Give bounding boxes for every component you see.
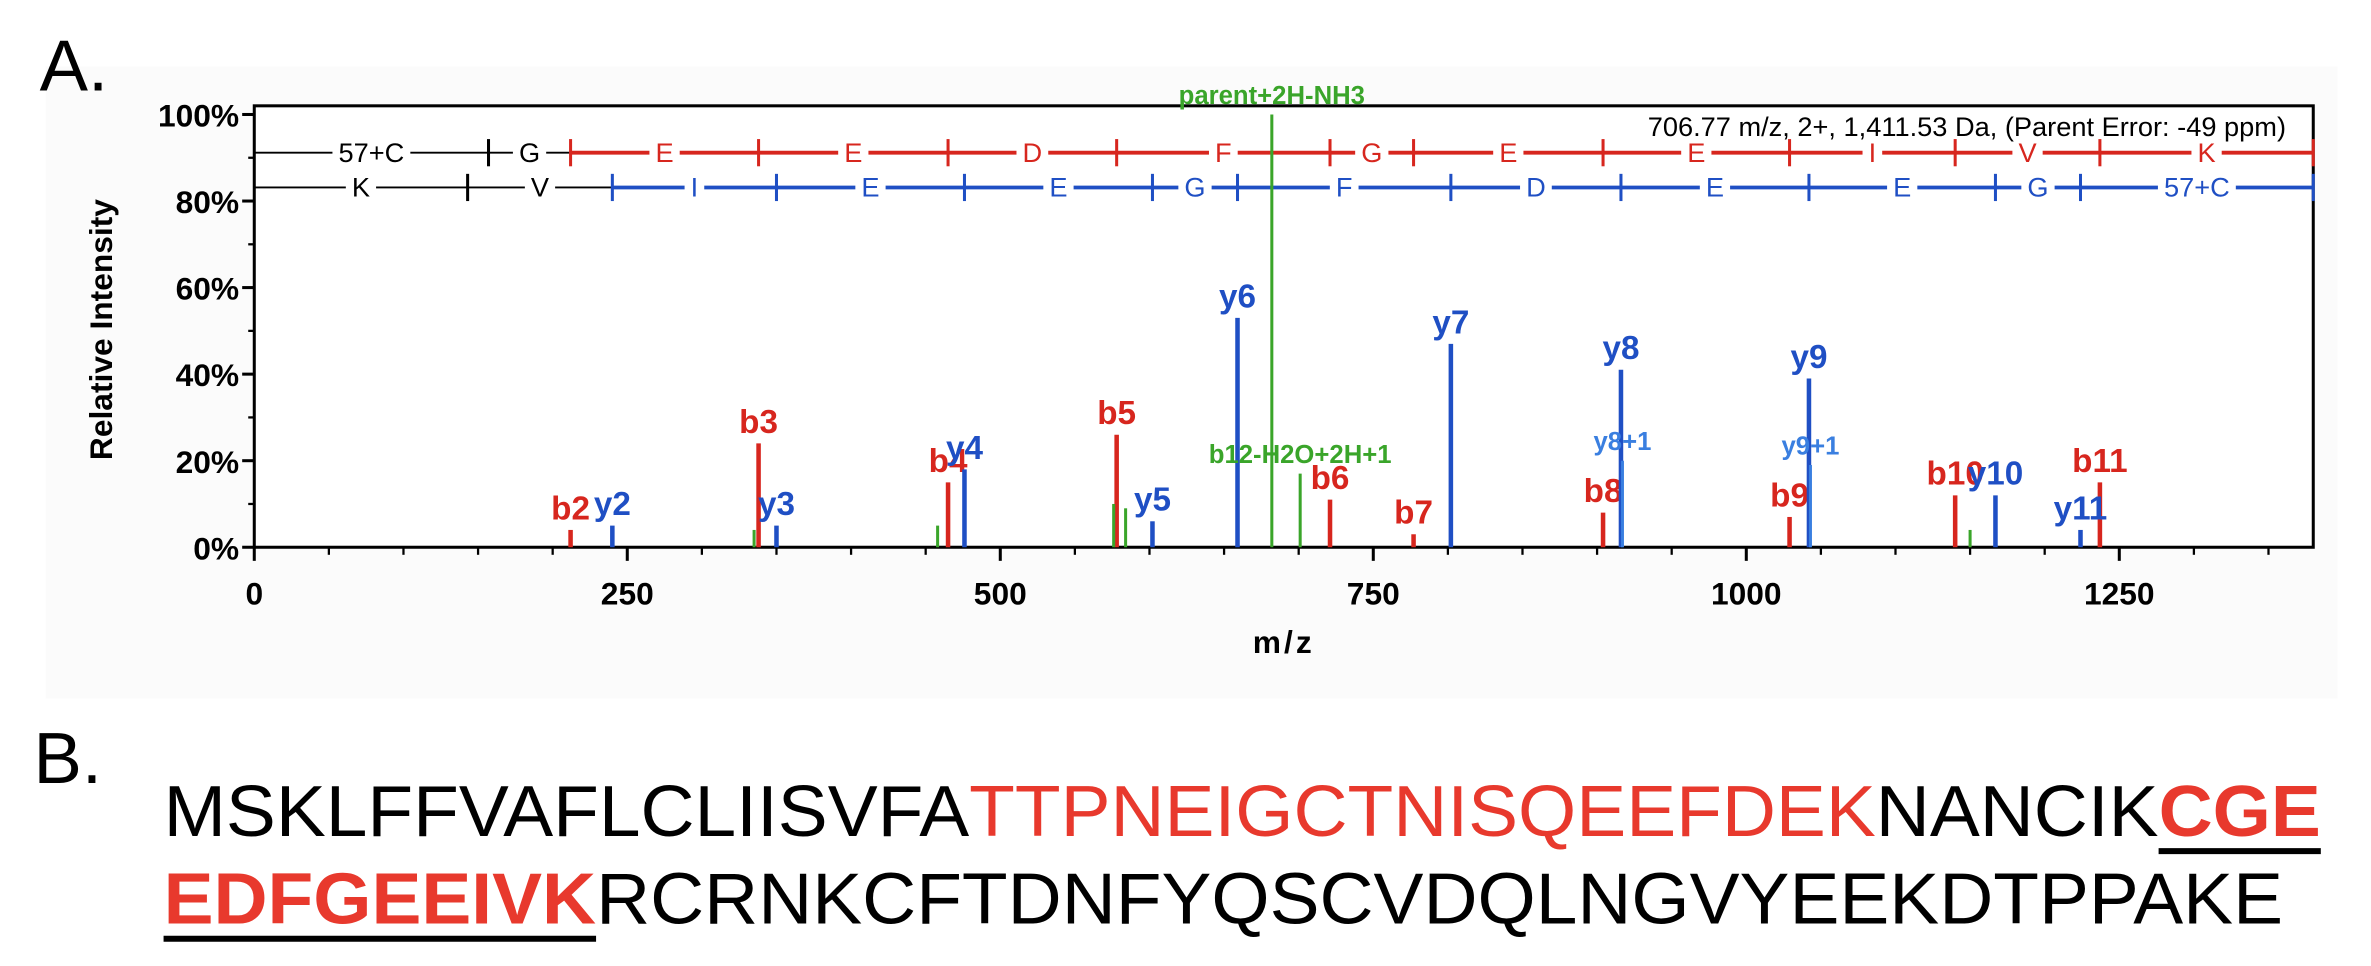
sequence-segment: MSKLFFVAFLCLIISVFA bbox=[164, 771, 970, 852]
ladder-residue: V bbox=[2018, 137, 2037, 168]
peak-label: b4 bbox=[929, 443, 968, 480]
ladder-residue: K bbox=[2197, 137, 2215, 168]
ladder-residue: E bbox=[1893, 172, 1911, 203]
ladder-residue: E bbox=[655, 137, 673, 168]
ladder-residue: V bbox=[531, 172, 550, 203]
plot-area bbox=[252, 104, 2315, 549]
sequence-segment: TTPNEIGCTNISQEEFDEK bbox=[969, 771, 1876, 852]
ladder-residue: 57+C bbox=[2164, 172, 2230, 203]
x-tick-label: 1000 bbox=[1711, 576, 1782, 612]
ladder-residue: E bbox=[844, 137, 862, 168]
y-tick-label: 0% bbox=[193, 530, 239, 566]
peak-label: b7 bbox=[1394, 495, 1433, 532]
ladder-residue: I bbox=[1869, 137, 1877, 168]
ladder-residue: G bbox=[519, 137, 540, 168]
sequence-segment: NANCIK bbox=[1876, 771, 2159, 852]
ladder-residue: 57+C bbox=[338, 137, 404, 168]
y-tick-label: 40% bbox=[176, 357, 240, 393]
ladder-residue: D bbox=[1526, 172, 1546, 203]
peak-label: y2 bbox=[594, 486, 631, 523]
peak-label: b11 bbox=[2072, 443, 2127, 480]
x-tick-label: 1250 bbox=[2084, 576, 2155, 612]
sequence-segment: CGE bbox=[2159, 771, 2321, 852]
peak-label: b9 bbox=[1770, 477, 1809, 514]
panel-label: B. bbox=[34, 718, 103, 799]
ladder-residue: K bbox=[352, 172, 370, 203]
y-tick-label: 20% bbox=[176, 444, 240, 480]
peak-label: y8+1 bbox=[1594, 428, 1652, 456]
ladder-residue: F bbox=[1336, 172, 1353, 203]
ladder-residue: G bbox=[1184, 172, 1205, 203]
peak-label: y9 bbox=[1790, 339, 1827, 376]
peak-label: y3 bbox=[758, 486, 795, 523]
peak-label: b2 bbox=[551, 490, 590, 527]
peak-label: y11 bbox=[2054, 490, 2108, 527]
peak-label: b10 bbox=[1927, 456, 1984, 493]
y-tick-label: 100% bbox=[158, 98, 239, 134]
ladder-residue: F bbox=[1215, 137, 1232, 168]
x-tick-label: 750 bbox=[1347, 576, 1400, 612]
y-tick-label: 60% bbox=[176, 271, 240, 307]
y-tick-label: 80% bbox=[176, 184, 240, 220]
panel-label: A. bbox=[40, 26, 109, 107]
peak-label: y9+1 bbox=[1782, 432, 1840, 460]
ladder-residue: G bbox=[2027, 172, 2048, 203]
spectrum-note: 706.77 m/z, 2+, 1,411.53 Da, (Parent Err… bbox=[1648, 111, 2286, 142]
ladder-residue: E bbox=[1049, 172, 1067, 203]
ladder-residue: E bbox=[1687, 137, 1705, 168]
peak-label: b5 bbox=[1097, 395, 1136, 432]
ladder-residue: G bbox=[1361, 137, 1382, 168]
ladder-residue: E bbox=[1706, 172, 1724, 203]
peak-label: b12-H2O+2H+1 bbox=[1209, 441, 1392, 469]
peak-label: b8 bbox=[1584, 473, 1623, 510]
x-axis-title: m/z bbox=[1253, 624, 1315, 660]
ladder-residue: E bbox=[1499, 137, 1517, 168]
peak-label: y8 bbox=[1602, 330, 1639, 367]
peak-label: y7 bbox=[1432, 304, 1469, 341]
peak-label: y4 bbox=[946, 430, 983, 467]
peak-label: b3 bbox=[739, 404, 778, 441]
peak-label: b6 bbox=[1311, 460, 1350, 497]
x-tick-label: 0 bbox=[245, 576, 263, 612]
sequence-line: MSKLFFVAFLCLIISVFA TTPNEIGCTNISQEEFDEK NAN… bbox=[164, 771, 2321, 852]
peak-label: y6 bbox=[1219, 278, 1256, 315]
x-tick-label: 500 bbox=[974, 576, 1027, 612]
ladder-residue: E bbox=[861, 172, 879, 203]
y-axis-title: Relative Intensity bbox=[83, 199, 119, 460]
sequence-line: EDFGEEIVK RCRNKCFTDNFYQSCVDQLNGVYEEKDTPPA… bbox=[164, 859, 2283, 940]
peak-label: y5 bbox=[1134, 482, 1171, 519]
peak-label: parent+2H-NH3 bbox=[1179, 82, 1365, 110]
ladder-residue: I bbox=[691, 172, 699, 203]
peak-label: y10 bbox=[1968, 456, 2023, 493]
ladder-residue: D bbox=[1023, 137, 1043, 168]
x-tick-label: 250 bbox=[601, 576, 654, 612]
sequence-segment: RCRNKCFTDNFYQSCVDQLNGVYEEKDTPPAKE bbox=[596, 859, 2283, 940]
sequence-segment: EDFGEEIVK bbox=[164, 859, 597, 940]
